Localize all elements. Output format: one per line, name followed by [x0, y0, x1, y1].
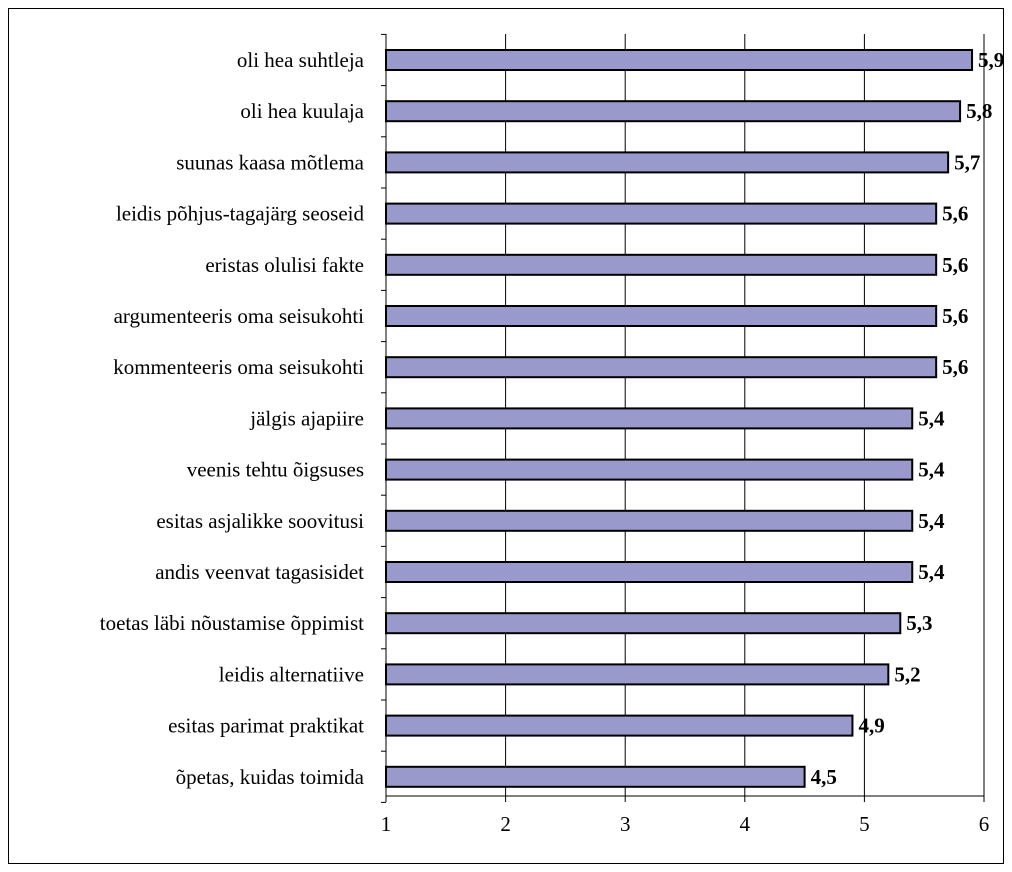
- value-label: 5,4: [918, 560, 945, 584]
- category-label: leidis alternatiive: [219, 662, 364, 686]
- bar: [385, 509, 914, 532]
- category-label: toetas läbi nõustamise õppimist: [100, 611, 364, 635]
- value-label: 5,6: [942, 253, 968, 277]
- category-label: leidis põhjus-tagajärg seoseid: [116, 202, 365, 226]
- x-tick-label: 5: [859, 812, 870, 836]
- bar: [385, 714, 854, 737]
- category-label: esitas asjalikke soovitusi: [156, 509, 364, 533]
- x-tick-label: 6: [979, 812, 990, 836]
- bar: [385, 612, 902, 635]
- value-label: 5,2: [894, 662, 920, 686]
- bar: [385, 356, 938, 379]
- category-label: andis veenvat tagasisidet: [155, 560, 364, 584]
- value-label: 5,3: [906, 611, 932, 635]
- category-label: oli hea kuulaja: [240, 99, 364, 123]
- bar: [385, 663, 890, 686]
- bar: [385, 561, 914, 583]
- value-label: 5,7: [954, 150, 980, 174]
- bar: [385, 765, 806, 788]
- value-label: 5,4: [918, 509, 945, 533]
- value-label: 4,5: [811, 765, 837, 789]
- category-label: suunas kaasa mõtlema: [176, 150, 364, 174]
- category-label: esitas parimat praktikat: [168, 714, 364, 738]
- value-label: 5,6: [942, 355, 968, 379]
- bar: [385, 407, 914, 430]
- category-label: veenis tehtu õigsuses: [187, 458, 364, 482]
- category-label: õpetas, kuidas toimida: [176, 765, 365, 789]
- bar: [385, 100, 962, 123]
- value-label: 4,9: [858, 714, 884, 738]
- category-label: eristas olulisi fakte: [205, 253, 364, 277]
- value-label: 5,6: [942, 304, 968, 328]
- x-tick-label: 2: [500, 812, 511, 836]
- bar: [385, 202, 938, 225]
- x-tick-label: 3: [620, 812, 631, 836]
- bar: [385, 151, 950, 174]
- bar: [385, 305, 938, 327]
- value-label: 5,6: [942, 202, 968, 226]
- bar: [385, 253, 938, 276]
- value-label: 5,4: [918, 406, 945, 430]
- x-tick-label: 4: [740, 812, 751, 836]
- bar: [385, 458, 914, 481]
- bar: [385, 49, 974, 71]
- value-label: 5,9: [978, 48, 1004, 72]
- category-label: argumenteeris oma seisukohti: [114, 304, 365, 328]
- category-label: kommenteeris oma seisukohti: [113, 355, 364, 379]
- value-label: 5,4: [918, 458, 945, 482]
- x-tick-label: 1: [381, 812, 392, 836]
- category-label: oli hea suhtleja: [237, 48, 365, 72]
- category-label: jälgis ajapiire: [249, 406, 364, 430]
- value-label: 5,8: [966, 99, 992, 123]
